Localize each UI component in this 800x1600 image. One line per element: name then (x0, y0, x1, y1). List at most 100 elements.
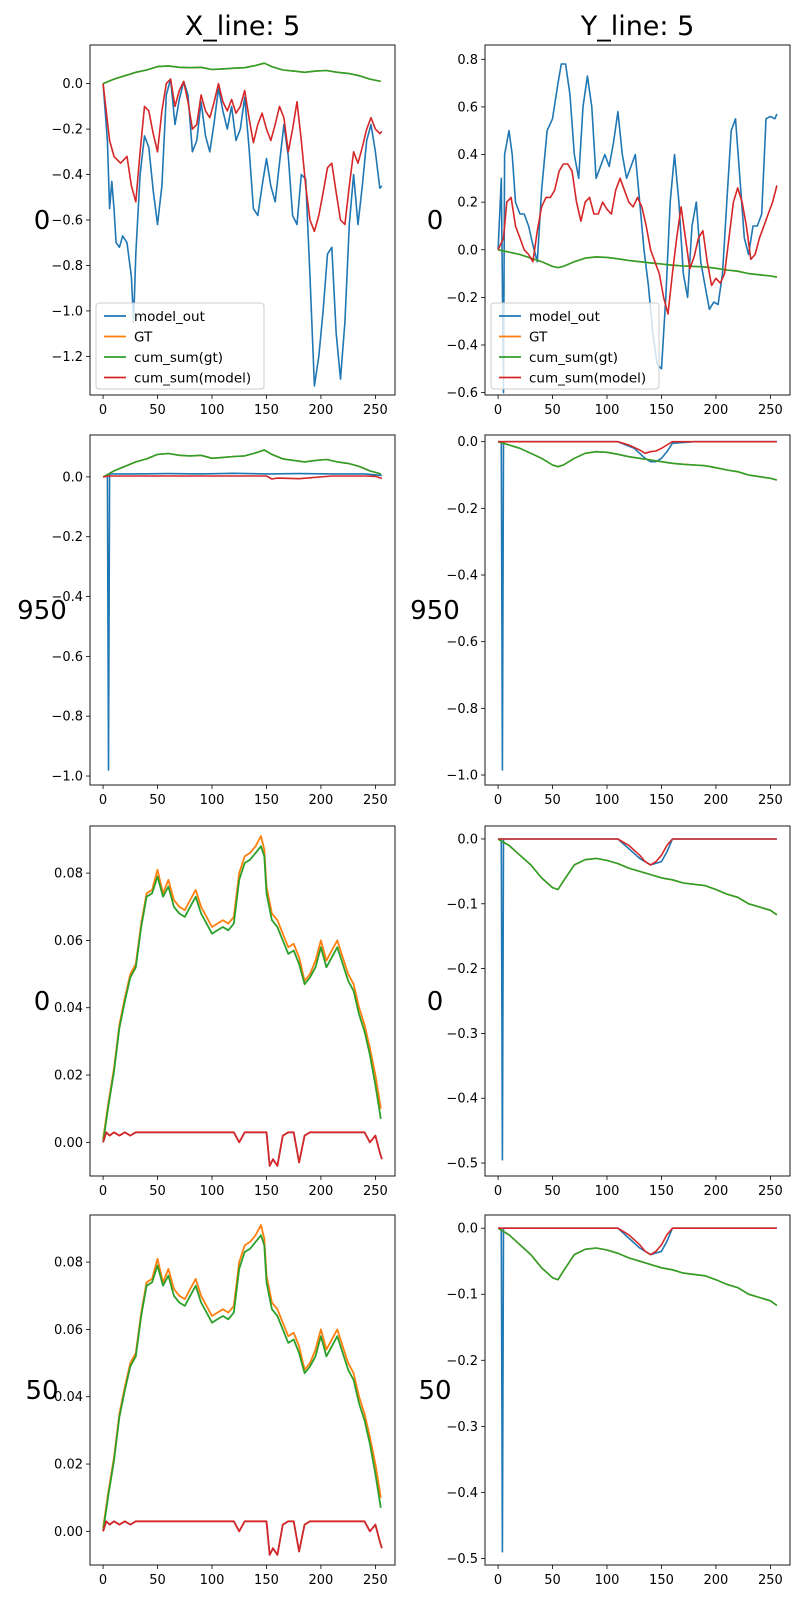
y-tick-label: 0.0 (457, 1222, 478, 1237)
x-tick-label: 150 (649, 793, 674, 808)
x-tick-label: 100 (595, 403, 620, 418)
plot-area (102, 1224, 383, 1556)
series-line-cum-sum-model- (498, 1227, 777, 1256)
legend: model_out GT cum_sum(gt) cum_sum(model) (95, 302, 265, 390)
y-tick-label: −0.6 (51, 650, 83, 665)
axes-frame (484, 825, 791, 1177)
plot-area (497, 63, 778, 394)
legend-label: cum_sum(gt) (134, 350, 223, 366)
subplot-2-1: 950 0 50 100 150 200 250 −1.0 −0.8 −0.6 −0.4 −0.2 0.… (17, 434, 396, 808)
y-tick-label: −0.4 (446, 339, 478, 354)
row-label: 0 (34, 206, 51, 236)
row-label: 0 (427, 987, 444, 1017)
x-tick-label: 100 (200, 793, 225, 808)
y-tick-label: −0.4 (446, 1486, 478, 1501)
column-title: Y_line: 5 (580, 11, 695, 42)
series-line-cum-sum-gt- (497, 838, 778, 916)
subplot-3-1: 0 0 50 100 150 200 250 0.00 0.02 0.04 0.06 0.08 (34, 825, 396, 1199)
legend-label: model_out (134, 309, 205, 325)
y-tick-label: 0.0 (457, 243, 478, 258)
series-line-cum-sum-gt- (102, 845, 382, 1143)
y-tick-label: −0.8 (51, 710, 83, 725)
y-tick-label: 0.06 (54, 934, 83, 949)
y-tick-label: −0.2 (51, 530, 83, 545)
x-tick-label: 250 (363, 793, 388, 808)
x-tick-label: 250 (758, 403, 783, 418)
x-tick-label: 0 (99, 403, 107, 418)
x-tick-label: 150 (649, 1573, 674, 1588)
y-tick-label: −0.2 (51, 123, 83, 138)
series-line-cum-sum-model- (102, 1520, 383, 1556)
y-tick-label: −0.8 (51, 259, 83, 274)
axes-frame (484, 434, 791, 786)
subplot-4-2: 50 0 50 100 150 200 250 −0.5 −0.4 −0.3 −0.2 −0.1 0.0 (418, 1214, 791, 1588)
y-tick-label: −0.2 (446, 291, 478, 306)
series-line-cum-sum-gt- (102, 1234, 382, 1532)
x-tick-label: 100 (200, 403, 225, 418)
x-tick-label: 150 (649, 403, 674, 418)
y-tick-label: −0.4 (446, 569, 478, 584)
axes-frame (89, 434, 396, 786)
x-tick-label: 100 (595, 793, 620, 808)
x-tick-label: 100 (200, 1573, 225, 1588)
y-tick-label: 0.8 (457, 53, 478, 68)
x-tick-label: 50 (149, 403, 166, 418)
series-line-cum-sum-gt- (102, 449, 382, 478)
y-tick-label: 0.08 (54, 867, 83, 882)
subplot-1-1: X_line: 5 0 0 50 100 150 200 250 −1.2 −1.0 −0.8 −0.… (34, 11, 396, 418)
series-line-model-out (498, 838, 777, 1161)
row-label: 50 (25, 1376, 58, 1406)
x-tick-label: 150 (254, 1184, 279, 1199)
y-tick-label: 0.02 (54, 1458, 83, 1473)
y-tick-label: −0.2 (446, 1354, 478, 1369)
axes-frame (484, 1214, 791, 1566)
x-tick-label: 200 (704, 793, 729, 808)
x-tick-label: 0 (99, 793, 107, 808)
legend-box (490, 302, 660, 390)
y-tick-label: −0.6 (446, 635, 478, 650)
series-line-cum-sum-model- (498, 838, 777, 866)
y-tick-label: 0.06 (54, 1323, 83, 1338)
subplot-2-2: 950 0 50 100 150 200 250 −1.0 −0.8 −0.6 −0.4 −0.2 0.… (410, 434, 791, 808)
y-tick-label: 0.00 (54, 1525, 83, 1540)
legend-box (95, 302, 265, 390)
row-label: 950 (17, 596, 67, 626)
series-line-gt (102, 835, 382, 1140)
y-tick-label: −1.0 (51, 770, 83, 785)
plot-area (102, 835, 383, 1167)
series-line-cum-sum-model- (102, 1131, 383, 1167)
y-tick-label: 0.04 (54, 1001, 83, 1016)
x-tick-label: 50 (149, 793, 166, 808)
y-tick-label: −0.4 (51, 590, 83, 605)
plot-area (497, 440, 778, 771)
series-line-model-out (498, 440, 777, 771)
y-tick-label: −0.4 (51, 168, 83, 183)
y-tick-label: −0.6 (446, 386, 478, 401)
x-tick-label: 250 (363, 1573, 388, 1588)
y-tick-label: −0.5 (446, 1552, 478, 1567)
legend: model_out GT cum_sum(gt) cum_sum(model) (490, 302, 660, 390)
x-tick-label: 200 (309, 1184, 334, 1199)
y-tick-label: −0.1 (446, 897, 478, 912)
y-tick-label: −0.3 (446, 1420, 478, 1435)
x-tick-label: 100 (595, 1184, 620, 1199)
x-tick-label: 200 (309, 1573, 334, 1588)
y-tick-label: 0.0 (62, 470, 83, 485)
x-tick-label: 200 (704, 1184, 729, 1199)
x-tick-label: 50 (544, 793, 561, 808)
legend-label: model_out (529, 309, 600, 325)
x-tick-label: 250 (363, 403, 388, 418)
legend-label: cum_sum(gt) (529, 350, 618, 366)
x-tick-label: 200 (309, 793, 334, 808)
y-tick-label: 0.6 (457, 100, 478, 115)
x-tick-label: 100 (595, 1573, 620, 1588)
series-line-model-out (102, 78, 383, 387)
series-line-cum-sum-gt- (497, 1227, 778, 1307)
y-tick-label: 0.08 (54, 1256, 83, 1271)
series-line-gt (497, 249, 778, 278)
x-tick-label: 100 (200, 1184, 225, 1199)
y-tick-label: 0.04 (54, 1390, 83, 1405)
series-line-cum-sum-gt- (497, 249, 778, 278)
x-tick-label: 150 (254, 1573, 279, 1588)
